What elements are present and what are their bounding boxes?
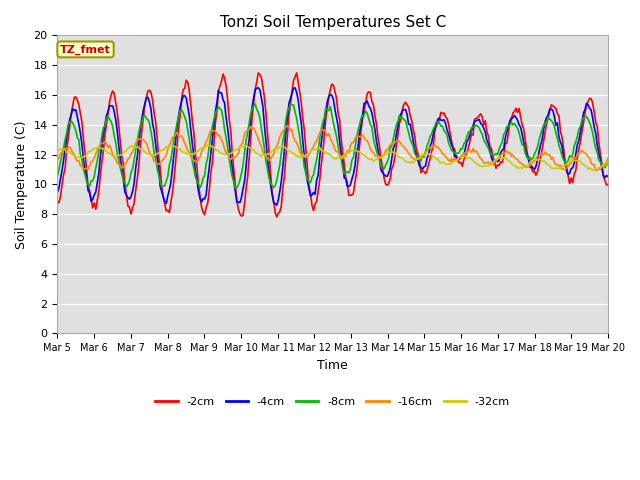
Y-axis label: Soil Temperature (C): Soil Temperature (C) (15, 120, 28, 249)
Legend: -2cm, -4cm, -8cm, -16cm, -32cm: -2cm, -4cm, -8cm, -16cm, -32cm (151, 393, 515, 411)
-8cm (121, 180, 129, 186)
-16cm (592, 168, 600, 173)
Title: Tonzi Soil Temperatures Set C: Tonzi Soil Temperatures Set C (220, 15, 446, 30)
-8cm (247, 111, 255, 117)
-32cm (121, 148, 129, 154)
-16cm (218, 137, 225, 143)
-2cm (255, 70, 262, 76)
-4cm (218, 90, 225, 96)
-4cm (273, 203, 280, 208)
-4cm (236, 200, 244, 205)
-2cm (218, 78, 225, 84)
Line: -4cm: -4cm (58, 88, 608, 205)
-8cm (604, 156, 612, 162)
Line: -2cm: -2cm (58, 73, 608, 217)
-32cm (54, 147, 61, 153)
-32cm (604, 158, 612, 164)
Text: TZ_fmet: TZ_fmet (60, 44, 111, 55)
-32cm (247, 145, 255, 151)
-32cm (204, 142, 212, 147)
-8cm (233, 185, 241, 191)
Line: -32cm: -32cm (58, 144, 608, 170)
-8cm (218, 108, 225, 113)
-32cm (220, 151, 227, 157)
-2cm (604, 181, 612, 187)
-16cm (604, 156, 612, 161)
-16cm (284, 123, 291, 129)
-4cm (298, 120, 305, 126)
-2cm (577, 139, 584, 145)
-16cm (575, 150, 582, 156)
-2cm (298, 100, 305, 106)
-2cm (236, 211, 244, 217)
-2cm (54, 199, 61, 204)
-4cm (121, 190, 129, 195)
-2cm (121, 180, 129, 186)
-8cm (577, 124, 584, 130)
-16cm (236, 144, 244, 150)
-8cm (54, 173, 61, 179)
-16cm (245, 127, 253, 132)
X-axis label: Time: Time (317, 359, 348, 372)
-16cm (121, 161, 129, 167)
-8cm (298, 147, 305, 153)
-32cm (589, 168, 596, 173)
-4cm (54, 189, 61, 195)
-4cm (577, 129, 584, 134)
-32cm (237, 143, 245, 149)
-2cm (245, 156, 253, 161)
-8cm (237, 170, 245, 176)
-32cm (575, 158, 582, 164)
-16cm (54, 157, 61, 163)
-16cm (296, 149, 303, 155)
-32cm (296, 155, 303, 160)
-2cm (273, 214, 280, 220)
Line: -8cm: -8cm (58, 104, 608, 188)
-8cm (252, 101, 259, 107)
-4cm (255, 85, 262, 91)
-4cm (604, 174, 612, 180)
Line: -16cm: -16cm (58, 126, 608, 170)
-4cm (245, 137, 253, 143)
